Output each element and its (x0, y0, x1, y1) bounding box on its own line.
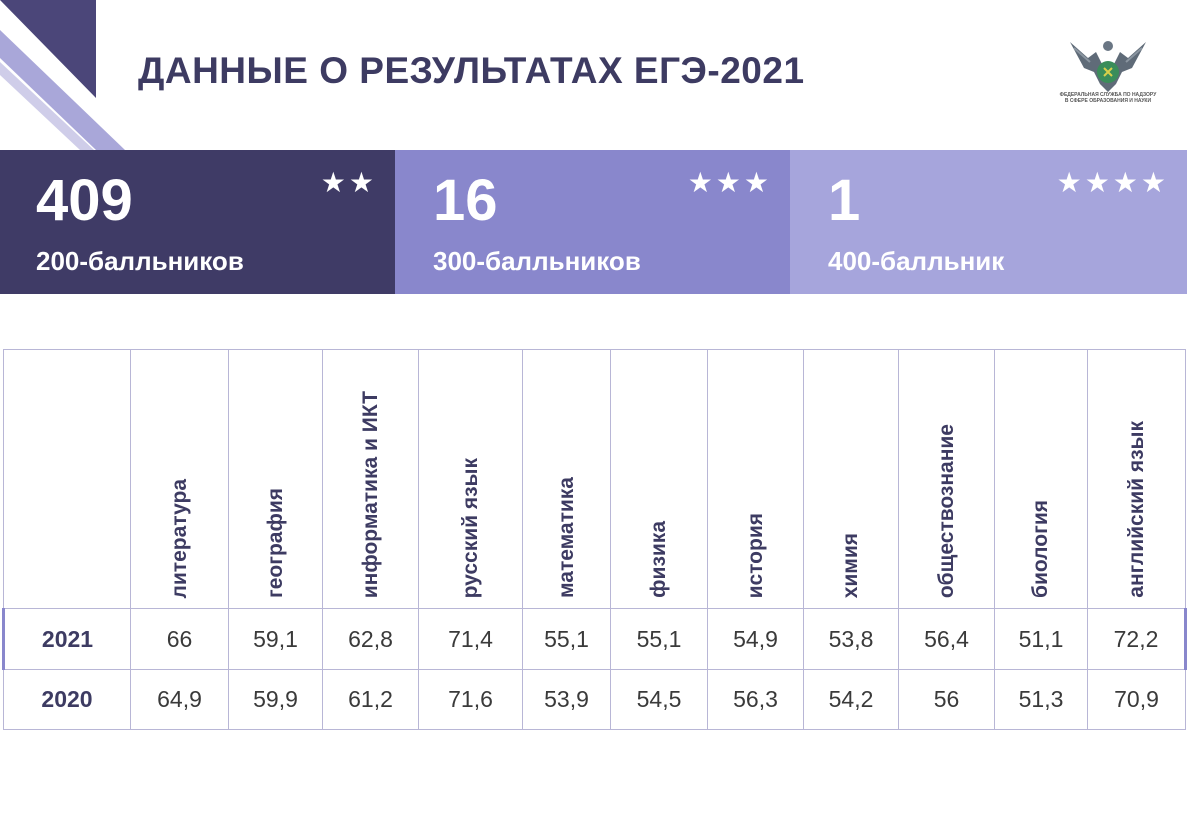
subject-label: биология (1029, 500, 1052, 598)
subject-header: математика (522, 349, 611, 609)
subject-header: русский язык (418, 349, 523, 609)
score-cell: 71,4 (418, 608, 523, 670)
stat-value: 409 (36, 168, 133, 233)
score-cell: 72,2 (1087, 608, 1187, 670)
score-cell: 66 (130, 608, 229, 670)
subject-header-row: литература география информатика и ИКТ р… (3, 349, 1186, 609)
star-icon: ★★★★ (1056, 167, 1169, 198)
score-cell: 54,9 (707, 608, 804, 670)
score-cell: 53,8 (803, 608, 899, 670)
subject-header: химия (803, 349, 899, 609)
score-cell: 54,2 (803, 669, 899, 730)
subject-header: информатика и ИКТ (322, 349, 419, 609)
year-cell: 2021 (2, 608, 131, 670)
subject-label: литература (167, 478, 191, 598)
subject-label: физика (647, 521, 670, 598)
stats-banner: 409 200-балльников ★★ 16 300-балльников … (0, 150, 1187, 294)
stat-label: 400-балльник (828, 246, 1005, 276)
stat-label: 300-балльников (433, 246, 641, 276)
stat-value: 1 (828, 168, 861, 233)
table-row-2021: 2021 66 59,1 62,8 71,4 55,1 55,1 54,9 53… (2, 608, 1187, 670)
score-cell: 64,9 (130, 669, 229, 730)
stat-400-baller: 1 400-балльник ★★★★ (790, 150, 1187, 294)
score-cell: 53,9 (522, 669, 611, 730)
score-cell: 55,1 (522, 608, 611, 670)
subject-header: биология (994, 349, 1088, 609)
score-cell: 51,3 (994, 669, 1088, 730)
subject-label: история (743, 512, 767, 598)
subject-header: обществознание (898, 349, 995, 609)
score-cell: 59,9 (228, 669, 323, 730)
score-cell: 61,2 (322, 669, 419, 730)
subject-header: география (228, 349, 323, 609)
subject-label: математика (554, 477, 578, 598)
score-cell: 59,1 (228, 608, 323, 670)
score-cell: 54,5 (610, 669, 708, 730)
stat-200-ballers: 409 200-балльников ★★ (0, 150, 395, 294)
score-cell: 70,9 (1087, 669, 1186, 730)
score-cell: 51,1 (994, 608, 1088, 670)
subject-header: физика (610, 349, 708, 609)
logo-caption: ФЕДЕРАЛЬНАЯ СЛУЖБА ПО НАДЗОРУ В СФЕРЕ ОБ… (1059, 92, 1157, 104)
subject-label: география (263, 487, 287, 598)
subject-label: химия (839, 532, 862, 598)
stat-value: 16 (433, 168, 498, 233)
subject-header: история (707, 349, 804, 609)
subject-label: обществознание (934, 423, 958, 598)
stat-label: 200-балльников (36, 246, 244, 276)
score-cell: 55,1 (610, 608, 708, 670)
star-icon: ★★ (320, 167, 377, 198)
year-cell: 2020 (3, 669, 131, 730)
subject-label: русский язык (458, 457, 482, 598)
subject-label: информатика и ИКТ (358, 390, 382, 598)
star-icon: ★★★ (687, 167, 772, 198)
page-title: ДАННЫЕ О РЕЗУЛЬТАТАХ ЕГЭ-2021 (138, 50, 805, 91)
corner-decoration (0, 0, 125, 150)
corner-cell (3, 349, 131, 609)
eagle-emblem-icon (1070, 41, 1146, 92)
results-table: литература география информатика и ИКТ р… (2, 349, 1187, 730)
subject-header: английский язык (1087, 349, 1186, 609)
subject-label: английский язык (1124, 421, 1148, 598)
table-row-2020: 2020 64,9 59,9 61,2 71,6 53,9 54,5 56,3 … (3, 669, 1186, 730)
score-cell: 56,4 (898, 608, 995, 670)
score-cell: 56,3 (707, 669, 804, 730)
score-cell: 71,6 (418, 669, 523, 730)
score-cell: 56 (898, 669, 995, 730)
score-cell: 62,8 (322, 608, 419, 670)
subject-header: литература (130, 349, 229, 609)
stat-300-ballers: 16 300-балльников ★★★ (395, 150, 790, 294)
